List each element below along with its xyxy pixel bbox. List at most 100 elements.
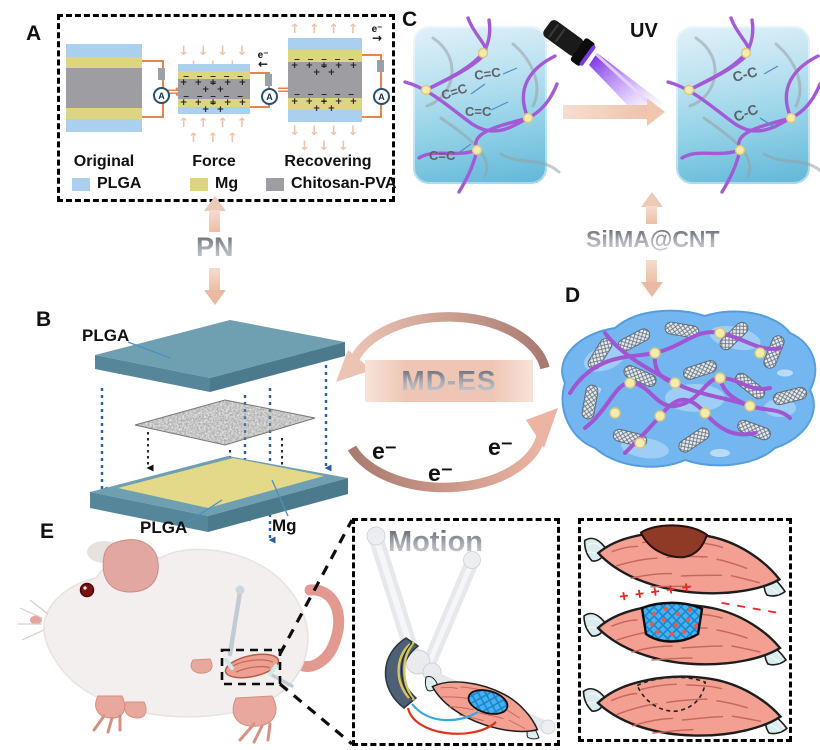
pn-arrow-shaft: [209, 268, 220, 290]
mg-layer: [288, 98, 362, 110]
resistor: [377, 60, 384, 72]
plga-layer: [66, 119, 142, 132]
legend-item-mg: Mg: [190, 175, 238, 193]
recover-down-arrows-icon: ↓ ↓ ↓ ↓ ↓ ↓ ↓: [289, 124, 361, 154]
legend-label: Mg: [215, 175, 239, 192]
mg-layer: [288, 50, 362, 62]
left-arrow-icon: ←: [257, 57, 269, 71]
electron-label: e⁻: [488, 434, 513, 460]
legend-label: Chitosan-PVA: [291, 175, 397, 192]
plga-layer: [288, 38, 362, 50]
silma-arrow-down: [641, 282, 663, 297]
rat-svg: [18, 539, 345, 744]
resistor: [265, 74, 272, 86]
electron-flow: e⁻ ←: [248, 50, 278, 71]
chitosan-layer: [178, 79, 250, 99]
charge-row-plus: + + + + + + +: [290, 97, 360, 114]
magnify-line-bottom: [278, 682, 354, 746]
ammeter: A: [373, 88, 390, 105]
motion-svg: [366, 526, 556, 742]
chitosan-swatch: [266, 177, 284, 191]
electron-label: e⁻: [371, 24, 383, 35]
motion-label: Motion: [388, 526, 484, 558]
chitosan-film: [134, 399, 316, 446]
gel-patch: [467, 689, 509, 715]
healing-svg: + + + + + − − − −: [581, 524, 789, 742]
mdes-bar: MD-ES: [365, 360, 533, 402]
rat-nose: [30, 615, 42, 625]
charge-row-plus: + + + + + + +: [179, 98, 249, 115]
panel-d-label: D: [565, 284, 581, 307]
right-arrow-icon: →: [371, 31, 383, 45]
rat-whiskers: [18, 599, 49, 641]
rat-paws: [92, 658, 277, 744]
magnify-line-top: [278, 519, 354, 655]
red-wire: [406, 707, 497, 735]
implant-device: [384, 637, 420, 709]
force-up-arrows-icon: ↑ ↑ ↑ ↑ ↑ ↑ ↑: [178, 116, 250, 146]
muscle-with-patch: [582, 601, 788, 666]
mg-label: Mg: [272, 516, 297, 535]
crosslink-dots: [609, 327, 766, 449]
electron-label: e⁻: [257, 50, 269, 61]
uv-label: UV: [630, 20, 658, 42]
cycle-arc-bottom: [347, 429, 547, 493]
plus-charges-label: + + + + +: [618, 579, 693, 606]
mg-foil: [118, 458, 324, 508]
plga-top-label: PLGA: [82, 326, 130, 345]
device-recovering: − − − − − − + + + + + + + − − − − − − + …: [288, 38, 362, 122]
legend-item-plga: PLGA: [72, 175, 141, 193]
plga-top-slab: [95, 320, 345, 392]
plga-swatch: [72, 177, 90, 191]
cycle-arrowhead-right: [526, 408, 558, 448]
mg-layer: [66, 108, 142, 119]
panel-a-label: A: [26, 22, 42, 45]
wound: [639, 524, 709, 559]
chitosan-layer: [288, 62, 362, 98]
rat-eye: [79, 582, 95, 598]
bond-label: C-C: [731, 63, 759, 85]
device-force: − − − − − − + + + + + + + − − − − − − + …: [178, 64, 250, 115]
plga-layer: [178, 64, 250, 71]
silma-arrow-shaft: [646, 206, 657, 224]
network-before-uv: C=C C=C C=C C=C: [403, 16, 561, 194]
chitosan-layer: [66, 68, 142, 108]
polymer-network-svg: C=C C=C C=C C=C: [403, 16, 561, 194]
plga-layer: [288, 110, 362, 122]
rat-eye-highlight: [83, 586, 87, 590]
mg-layer: [178, 99, 250, 107]
mg-layer: [178, 71, 250, 79]
polymer-network-svg: C-C C-C: [666, 16, 820, 194]
silma-arrow-shaft: [646, 260, 657, 282]
circuit-wire: [362, 54, 382, 118]
panel-e-label: E: [40, 520, 55, 543]
pn-arrow-up: [204, 196, 226, 211]
uv-arrow-head: [647, 98, 665, 126]
bond-label: C=C: [439, 80, 469, 103]
legend-item-chitosan: Chitosan-PVA: [266, 175, 396, 193]
legend-label: PLGA: [97, 175, 142, 192]
rat-body: [43, 548, 309, 718]
network-after-uv: C-C C-C: [666, 16, 820, 194]
mg-swatch: [190, 177, 208, 191]
ammeter: A: [153, 87, 170, 104]
silma-label: SilMA@CNT: [586, 226, 720, 252]
muscle-healed: [581, 671, 789, 742]
magnify-lines-svg: [278, 519, 354, 746]
bond-label: C=C: [473, 64, 502, 83]
charge-row-minus: − − − − − −: [293, 90, 357, 106]
healed-outline: [636, 676, 707, 713]
caption-force: Force: [192, 153, 236, 170]
rat-ear: [102, 539, 159, 593]
device-original: [66, 44, 142, 132]
blue-wire: [411, 703, 479, 722]
caption-recovering: Recovering: [284, 153, 372, 170]
bond-label: C=C: [465, 104, 492, 119]
pn-label: PN: [196, 232, 234, 262]
plga-layer: [178, 107, 250, 114]
pn-arrow-down: [204, 290, 226, 305]
muscle-injured: [581, 524, 789, 598]
panel-b-label: B: [36, 308, 52, 331]
exploded-stack-svg: [90, 320, 348, 544]
